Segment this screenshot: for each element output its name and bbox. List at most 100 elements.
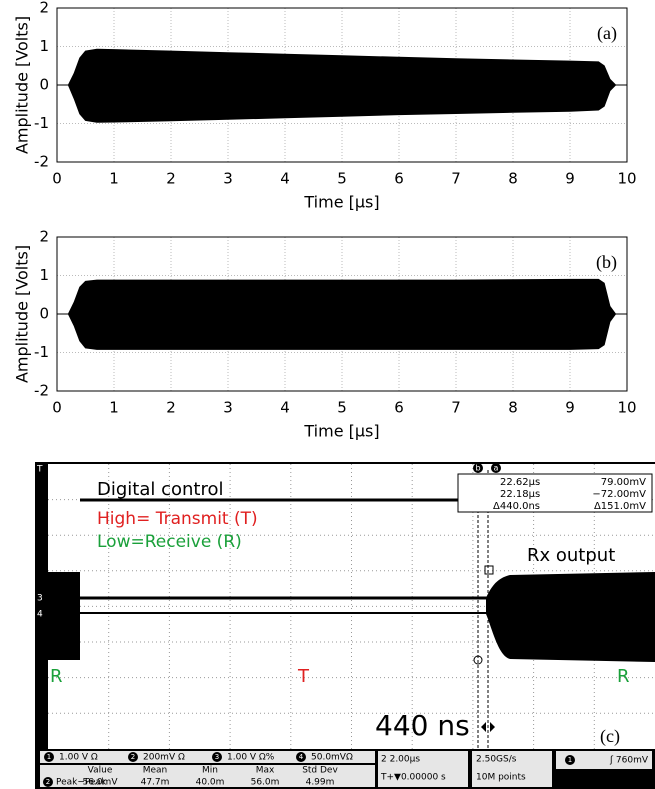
waveform-envelope — [57, 313, 627, 350]
y-tick-label: 2 — [39, 0, 49, 17]
cursor-value: 22.18μs — [500, 489, 540, 500]
measure-value: 4.99m — [306, 778, 335, 788]
x-tick-label: 2 — [166, 170, 176, 188]
y-tick-label: 0 — [39, 305, 49, 323]
panel-label: (c) — [600, 726, 620, 747]
y-tick-label: 2 — [39, 228, 49, 246]
cursor-tag — [473, 463, 483, 473]
cursor-tag-label: a — [494, 464, 499, 473]
measure-header: Max — [256, 766, 275, 776]
rx-noise — [48, 572, 80, 660]
channel-icon — [43, 777, 53, 787]
delay-label: 440 ns — [375, 709, 470, 742]
delay-arrow — [481, 722, 495, 732]
r-label: R — [617, 666, 630, 687]
channel-num: 1 — [47, 753, 51, 761]
channel-num: 2 — [131, 753, 135, 761]
panel-label: (b) — [596, 252, 617, 273]
plot-frame — [56, 236, 628, 392]
trigger-marker: T — [36, 465, 43, 475]
channel-scale: 1.00 V Ω% — [227, 753, 275, 763]
cursor-mark — [473, 655, 483, 665]
channel-icon — [44, 752, 54, 762]
x-axis-label: Time [μs] — [303, 193, 379, 212]
channel-icon — [212, 752, 222, 762]
r-label: R — [50, 666, 63, 687]
measure-value: 56.0mV — [83, 778, 119, 788]
x-tick-label: 10 — [617, 399, 636, 417]
channel-num: 4 — [299, 753, 304, 761]
status-box — [40, 765, 375, 787]
x-tick-label: 9 — [565, 399, 575, 417]
y-tick-label: -1 — [34, 343, 49, 361]
waveform-envelope — [57, 84, 627, 123]
cursor-box — [457, 473, 653, 513]
status-box — [40, 751, 375, 763]
x-tick-label: 2 — [166, 399, 176, 417]
cursor-value: Δ151.0mV — [594, 501, 646, 512]
cursor-tag-label: b — [475, 464, 480, 473]
x-tick-label: 1 — [109, 399, 119, 417]
channel-scale: 1.00 V Ω — [59, 753, 98, 763]
cursor-tag — [491, 463, 501, 473]
channel-icon — [296, 752, 306, 762]
y-tick-label: 0 — [39, 76, 49, 94]
x-tick-label: 7 — [451, 399, 461, 417]
cursor-value: −72.00mV — [592, 489, 646, 500]
x-tick-label: 5 — [337, 399, 347, 417]
record-length: 10M points — [476, 773, 526, 783]
cursor-value: 79.00mV — [601, 477, 646, 488]
channel-scale: 200mV Ω — [143, 753, 185, 763]
measure-name: Peak−Peak — [56, 778, 107, 788]
channel-num: 3 — [215, 753, 219, 761]
x-tick-label: 1 — [109, 170, 119, 188]
y-tick-label: -2 — [34, 382, 49, 400]
measure-header: Std Dev — [302, 766, 338, 776]
x-tick-label: 4 — [280, 170, 290, 188]
low-label: Low=Receive (R) — [97, 532, 242, 552]
waveform-envelope — [57, 48, 627, 86]
x-tick-label: 0 — [52, 399, 62, 417]
panel-label: (a) — [597, 23, 617, 44]
ch4-marker: 4 — [37, 610, 43, 620]
sample-rate: 2.50GS/s — [476, 755, 517, 765]
cursor-value: 22.62μs — [500, 477, 540, 488]
measure-value: 47.7m — [141, 778, 170, 788]
channel-icon — [128, 752, 138, 762]
trigger-level: ʃ 760mV — [609, 756, 649, 766]
rx-label: Rx output — [527, 545, 615, 566]
x-tick-label: 8 — [508, 170, 518, 188]
y-tick-label: 1 — [39, 37, 49, 55]
measure-header: Mean — [143, 766, 168, 776]
x-axis-label: Time [μs] — [303, 422, 379, 441]
y-tick-label: -1 — [34, 114, 49, 132]
timebase-offset: T+▼0.00000 s — [380, 773, 446, 783]
t-label: T — [297, 666, 310, 687]
measure-value: 40.0m — [196, 778, 225, 788]
x-tick-label: 4 — [280, 399, 290, 417]
y-axis-label: Amplitude [Volts] — [13, 16, 32, 154]
plot-frame — [56, 7, 628, 163]
x-tick-label: 0 — [52, 170, 62, 188]
x-tick-label: 10 — [617, 170, 636, 188]
digital-label: Digital control — [97, 479, 224, 500]
x-tick-label: 5 — [337, 170, 347, 188]
y-tick-label: -2 — [34, 153, 49, 171]
x-tick-label: 8 — [508, 399, 518, 417]
high-label: High= Transmit (T) — [97, 509, 258, 529]
x-tick-label: 3 — [223, 399, 233, 417]
cursor-value: Δ440.0ns — [493, 501, 540, 512]
x-tick-label: 7 — [451, 170, 461, 188]
measure-header: Min — [202, 766, 218, 776]
channel-icon — [565, 755, 575, 765]
status-box — [472, 751, 552, 787]
channel-scale: 50.0mVΩ — [311, 753, 353, 763]
y-axis-label: Amplitude [Volts] — [13, 245, 32, 383]
status-box — [378, 751, 468, 787]
channel-num: 2 — [46, 778, 50, 786]
ch3-marker: 3 — [37, 594, 43, 604]
x-tick-label: 6 — [394, 170, 404, 188]
measure-value: 56.0m — [251, 778, 280, 788]
cursor-mark — [484, 565, 494, 575]
waveform-envelope — [57, 278, 627, 315]
